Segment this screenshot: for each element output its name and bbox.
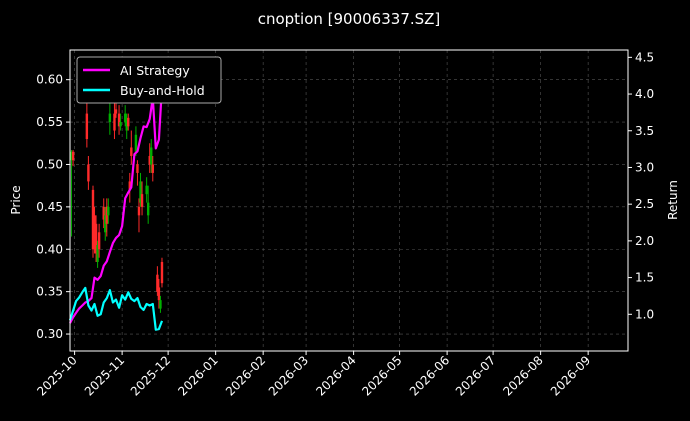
candle-body [96,245,99,262]
series-lines [68,86,164,331]
y-axis-right-ticks: 1.0 1.5 2.0 2.5 3.0 3.5 4.0 4.5 [628,50,654,321]
candle-body [125,122,128,131]
y-right-tick-label: 2.5 [635,197,654,211]
candle-body [130,147,133,156]
chart-title: cnoption [90006337.SZ] [258,10,441,28]
y-right-tick-label: 2.0 [635,234,654,248]
candle-body [70,151,73,161]
y-right-tick-label: 1.5 [635,271,654,285]
candle-body [137,206,141,216]
y-left-tick-label: 0.60 [36,73,63,87]
candle-body [160,261,164,284]
candle-body [91,189,95,250]
legend-box [76,56,222,104]
candle-body [94,223,98,254]
candle-body [93,215,96,250]
plot-frame [69,49,629,352]
candle-body [139,181,142,203]
candle-body [87,164,90,182]
y-right-tick-label: 4.0 [635,87,654,101]
y-left-tick-label: 0.50 [36,157,63,171]
y-left-tick-label: 0.40 [36,242,63,256]
series-line-ai-strategy [69,86,164,324]
candle-body [127,117,130,127]
candle-body [102,206,105,220]
y-left-tick-label: 0.45 [36,200,63,214]
candle-body [148,155,151,165]
candle-body [104,215,107,233]
y-left-tick-label: 0.30 [36,327,63,341]
candle-body [128,181,131,190]
y-right-tick-label: 3.0 [635,160,654,174]
legend-label-ai-strategy: AI Strategy [120,63,190,78]
candle-body [145,185,148,195]
candle-body [119,122,122,127]
candle-body [117,113,121,127]
legend: AI Strategy Buy-and-Hold [76,56,222,104]
y-axis-right-label: Return [666,180,680,220]
y-right-tick-label: 4.5 [635,50,654,64]
candle-body [150,147,153,165]
candle-body [151,164,154,173]
candle-body [85,113,89,140]
candle-body [105,206,108,224]
candle-body [146,202,150,216]
candlesticks [70,62,164,313]
candle-body [107,206,110,216]
candle-body [134,134,138,152]
candle-body [159,300,162,309]
candle-body [114,109,118,114]
candle-body [157,287,161,301]
y-right-tick-label: 3.5 [635,124,654,138]
candle-body [113,113,116,131]
candle-body [108,113,112,123]
candle-body [136,164,139,173]
y-right-tick-label: 1.0 [635,307,654,321]
candle-body [123,113,127,123]
y-left-tick-label: 0.55 [36,115,63,129]
series-line-buy-and-hold [68,286,164,331]
candle-body [97,232,101,250]
y-axis-left-label: Price [9,185,23,214]
candle-body [156,274,159,292]
candle-body [140,194,144,207]
y-left-tick-label: 0.35 [36,285,63,299]
candle-body [71,151,75,161]
legend-label-buy-and-hold: Buy-and-Hold [120,83,205,98]
y-axis-left-ticks: 0.30 0.35 0.40 0.45 0.50 0.55 0.60 [36,73,70,341]
